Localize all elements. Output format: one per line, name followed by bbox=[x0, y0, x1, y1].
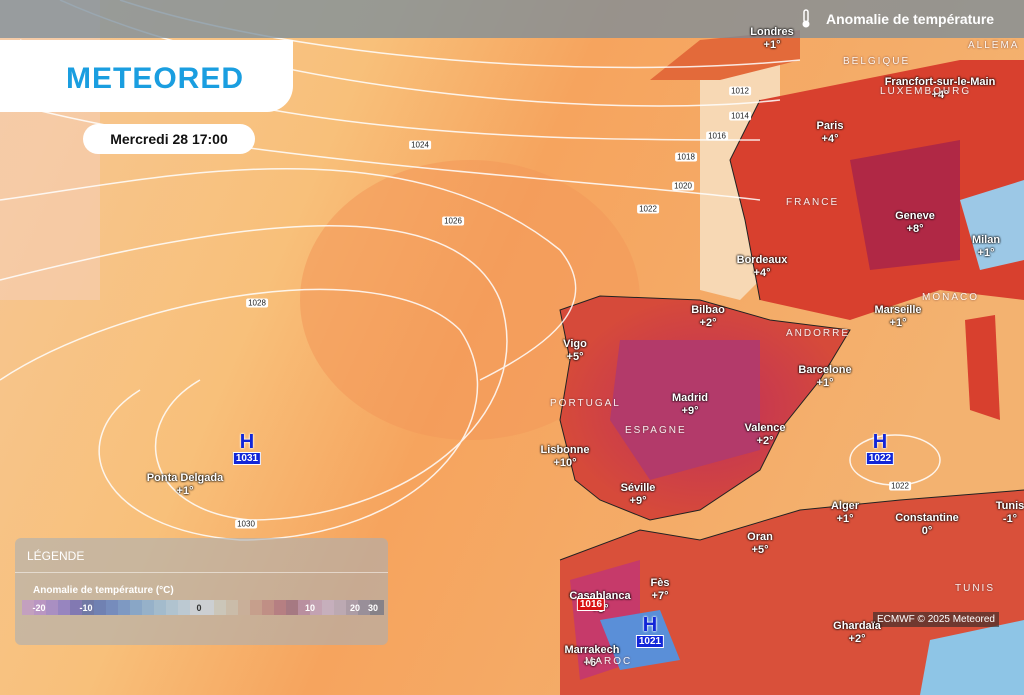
city-name: Ghardaïa bbox=[833, 620, 881, 632]
city-anomaly: +2° bbox=[699, 317, 717, 329]
city-anomaly: +10° bbox=[553, 457, 577, 469]
city-anomaly: +8° bbox=[906, 223, 924, 235]
city-name: Marseille bbox=[874, 304, 922, 316]
city-anomaly: +2° bbox=[756, 435, 774, 447]
legend-tick: 20 bbox=[349, 603, 361, 613]
country-label: FRANCE bbox=[786, 197, 840, 208]
city-anomaly: +9° bbox=[681, 405, 699, 417]
header-bar: Anomalie de température bbox=[0, 0, 1024, 38]
logo[interactable]: METEORED bbox=[66, 62, 245, 95]
isobar-label: 1026 bbox=[442, 216, 464, 226]
city-anomaly: +6° bbox=[583, 657, 601, 669]
country-label: MONACO bbox=[922, 292, 979, 303]
city-anomaly: +1° bbox=[836, 513, 854, 525]
legend-tick: 0 bbox=[196, 603, 202, 613]
pressure-letter: H bbox=[239, 431, 255, 453]
pressure-value: 1031 bbox=[232, 452, 262, 465]
city-anomaly: +4° bbox=[821, 133, 839, 145]
city-anomaly: +9° bbox=[629, 495, 647, 507]
thermometer-icon bbox=[802, 9, 810, 28]
pressure-letter: H bbox=[642, 614, 658, 636]
city-name: Tunis bbox=[995, 500, 1024, 512]
city-name: Lisbonne bbox=[540, 444, 590, 456]
city-anomaly: +1° bbox=[889, 317, 907, 329]
city-anomaly: +4° bbox=[931, 89, 949, 101]
isobar-label: 1030 bbox=[235, 519, 257, 529]
pressure-center: H 1022 bbox=[865, 431, 895, 465]
city-name: Marrakech bbox=[564, 644, 620, 656]
city-name: Oran bbox=[747, 531, 773, 543]
city-anomaly: +7° bbox=[651, 590, 669, 602]
city-name: Francfort-sur-le-Main bbox=[884, 76, 996, 88]
city-name: Milan bbox=[971, 234, 1001, 246]
logo-box: METEORED bbox=[0, 40, 293, 112]
legend-divider bbox=[15, 572, 388, 573]
country-label: ESPAGNE bbox=[625, 425, 687, 436]
pressure-value: 1021 bbox=[635, 635, 665, 648]
legend-subtitle: Anomalie de température (°C) bbox=[33, 585, 174, 596]
legend-tick: 10 bbox=[304, 603, 316, 613]
pressure-value: 1016 bbox=[576, 598, 606, 611]
pressure-center: H 1031 bbox=[232, 431, 262, 465]
country-label: MAROC bbox=[585, 656, 633, 667]
isobar-label: 1020 bbox=[672, 181, 694, 191]
isobar-label: 1016 bbox=[706, 131, 728, 141]
city-anomaly: +1° bbox=[763, 39, 781, 51]
city-name: Séville bbox=[620, 482, 656, 494]
city-anomaly: +4° bbox=[753, 267, 771, 279]
header-title: Anomalie de température bbox=[826, 11, 995, 27]
city-anomaly: +5° bbox=[566, 351, 584, 363]
isobar-label: 1028 bbox=[246, 298, 268, 308]
city-name: Madrid bbox=[671, 392, 709, 404]
city-anomaly: +5° bbox=[751, 544, 769, 556]
country-label: BELGIQUE bbox=[843, 56, 911, 67]
legend-tick: 30 bbox=[367, 603, 379, 613]
legend-panel: LÉGENDE Anomalie de température (°C) bbox=[15, 538, 388, 645]
city-name: Valence bbox=[744, 422, 786, 434]
city-name: Ponta Delgada bbox=[146, 472, 224, 484]
city-name: Vigo bbox=[563, 338, 587, 350]
country-label: TUNIS bbox=[955, 583, 995, 594]
city-name: Geneve bbox=[895, 210, 935, 222]
country-label: PORTUGAL bbox=[550, 398, 621, 409]
pressure-center: 1016 bbox=[576, 598, 606, 611]
date-label: Mercredi 28 17:00 bbox=[83, 124, 255, 154]
legend-tick: -20 bbox=[32, 603, 46, 613]
city-anomaly: -1° bbox=[1002, 513, 1018, 525]
legend-tick: -10 bbox=[79, 603, 93, 613]
city-name: Bordeaux bbox=[736, 254, 788, 266]
city-anomaly: +1° bbox=[816, 377, 834, 389]
isobar-label: 1024 bbox=[409, 140, 431, 150]
city-anomaly: +1° bbox=[977, 247, 995, 259]
city-name: Londres bbox=[750, 26, 794, 38]
credit: ECMWF © 2025 Meteored bbox=[873, 612, 999, 627]
isobar-label: 1018 bbox=[675, 152, 697, 162]
country-label: LUXEMBOURG bbox=[880, 86, 972, 97]
city-name: Alger bbox=[830, 500, 860, 512]
isobar-label: 1012 bbox=[729, 86, 751, 96]
city-anomaly: 0° bbox=[921, 525, 933, 537]
pressure-center: H 1021 bbox=[635, 614, 665, 648]
pressure-value: 1022 bbox=[865, 452, 895, 465]
legend-title: LÉGENDE bbox=[27, 549, 85, 563]
city-name: Constantine bbox=[895, 512, 959, 524]
city-name: Barcelone bbox=[798, 364, 852, 376]
pressure-letter: H bbox=[872, 431, 888, 453]
city-name: Fès bbox=[650, 577, 670, 589]
city-anomaly: +1° bbox=[176, 485, 194, 497]
isobar-label: 1022 bbox=[637, 204, 659, 214]
isobar-label: 1022 bbox=[889, 481, 911, 491]
country-label: ALLEMA bbox=[968, 40, 1020, 51]
country-label: ANDORRE bbox=[786, 328, 851, 339]
city-name: Paris bbox=[816, 120, 844, 132]
isobar-label: 1014 bbox=[729, 111, 751, 121]
city-name: Bilbao bbox=[691, 304, 725, 316]
city-anomaly: +2° bbox=[848, 633, 866, 645]
